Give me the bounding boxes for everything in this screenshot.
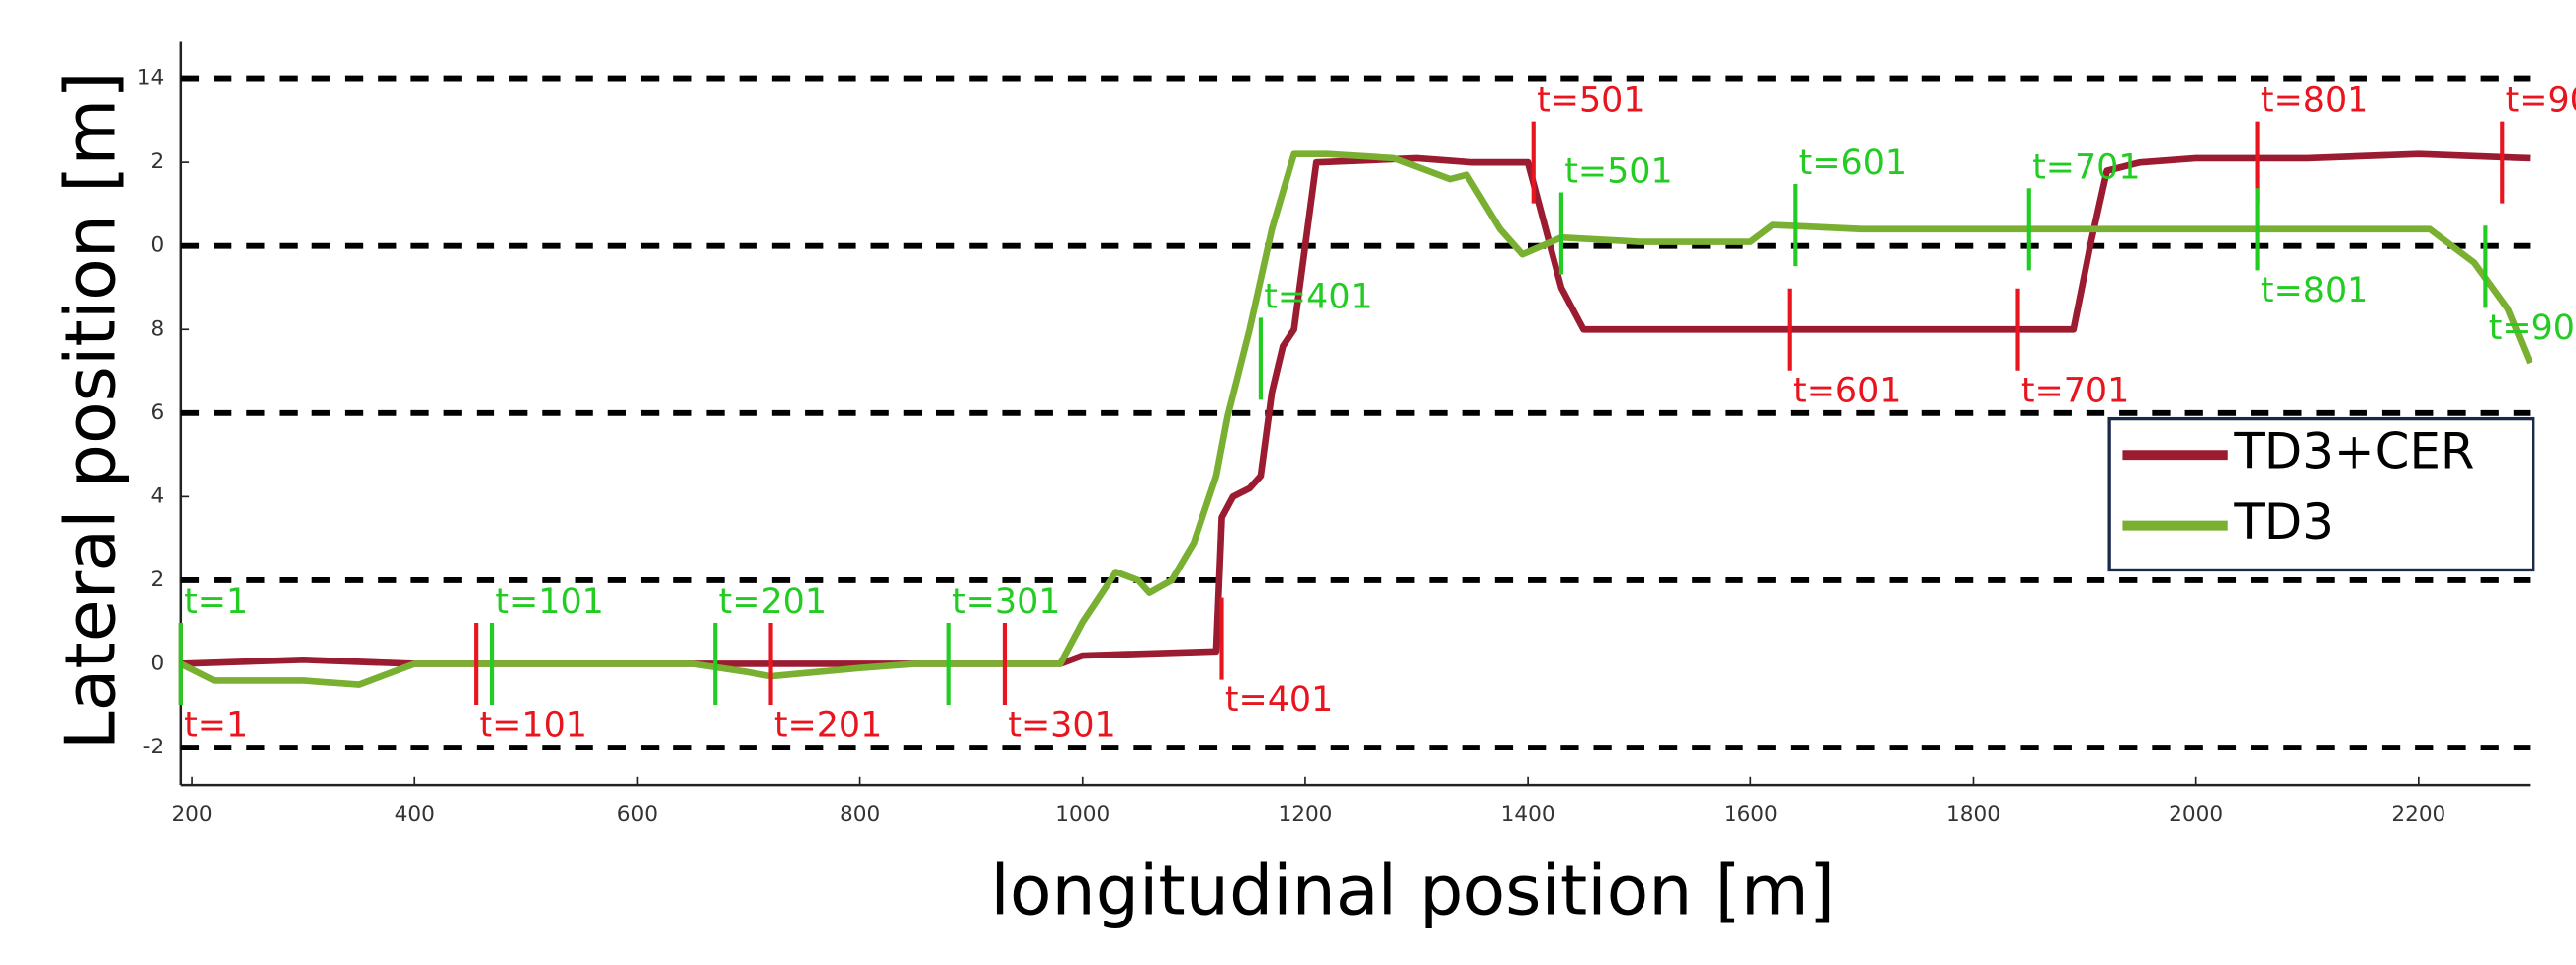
time-label: t=1 bbox=[184, 706, 248, 746]
y-tick-label: 14 bbox=[137, 66, 164, 91]
time-label: t=901 bbox=[2489, 308, 2576, 348]
time-label: t=201 bbox=[719, 582, 827, 622]
x-tick-label: 800 bbox=[840, 802, 880, 827]
y-tick-label: 0 bbox=[150, 651, 164, 675]
time-label: t=801 bbox=[2261, 81, 2368, 121]
y-tick-label: 4 bbox=[150, 483, 164, 508]
y-tick-label: 2 bbox=[150, 149, 164, 174]
legend-label: TD3 bbox=[2233, 493, 2334, 551]
time-label: t=601 bbox=[1799, 143, 1907, 183]
time-label: t=701 bbox=[2032, 147, 2140, 187]
x-tick-label: 2200 bbox=[2391, 802, 2445, 827]
legend-box bbox=[2107, 416, 2535, 572]
series-line bbox=[180, 150, 2531, 667]
time-label: t=201 bbox=[774, 706, 882, 746]
time-label: t=1 bbox=[184, 582, 248, 622]
y-tick-label: 2 bbox=[150, 568, 164, 592]
time-label: t=901 bbox=[2506, 81, 2576, 121]
x-tick-label: 1800 bbox=[1946, 802, 2000, 827]
x-tick-label: 600 bbox=[617, 802, 658, 827]
y-tick-label: 0 bbox=[150, 233, 164, 258]
x-tick-label: 400 bbox=[395, 802, 435, 827]
x-tick-label: 200 bbox=[171, 802, 212, 827]
time-label: t=601 bbox=[1793, 371, 1901, 410]
time-label: t=501 bbox=[1564, 152, 1672, 192]
x-tick-label: 2000 bbox=[2169, 802, 2223, 827]
legend-label: TD3+CER bbox=[2233, 423, 2474, 481]
y-tick-label: 6 bbox=[150, 400, 164, 425]
series-line bbox=[179, 150, 2533, 688]
x-tick-label: 1400 bbox=[1501, 802, 1555, 827]
time-label: t=101 bbox=[495, 582, 603, 622]
time-label: t=801 bbox=[2261, 271, 2368, 310]
x-tick-label: 1200 bbox=[1278, 802, 1332, 827]
x-tick-label: 1000 bbox=[1055, 802, 1110, 827]
y-tick-label: 8 bbox=[150, 316, 164, 341]
y-axis-label: Lateral position [m] bbox=[50, 71, 131, 749]
time-label: t=101 bbox=[479, 706, 586, 746]
y-tick-label: -2 bbox=[143, 735, 165, 759]
time-label: t=401 bbox=[1225, 680, 1333, 720]
x-axis-label: longitudinal position [m] bbox=[990, 850, 1835, 930]
x-tick-label: 1600 bbox=[1724, 802, 1778, 827]
time-label: t=301 bbox=[1008, 706, 1115, 746]
time-label: t=301 bbox=[952, 582, 1060, 622]
time-label: t=701 bbox=[2021, 371, 2129, 410]
time-label: t=401 bbox=[1264, 277, 1372, 316]
time-label: t=501 bbox=[1537, 81, 1644, 121]
